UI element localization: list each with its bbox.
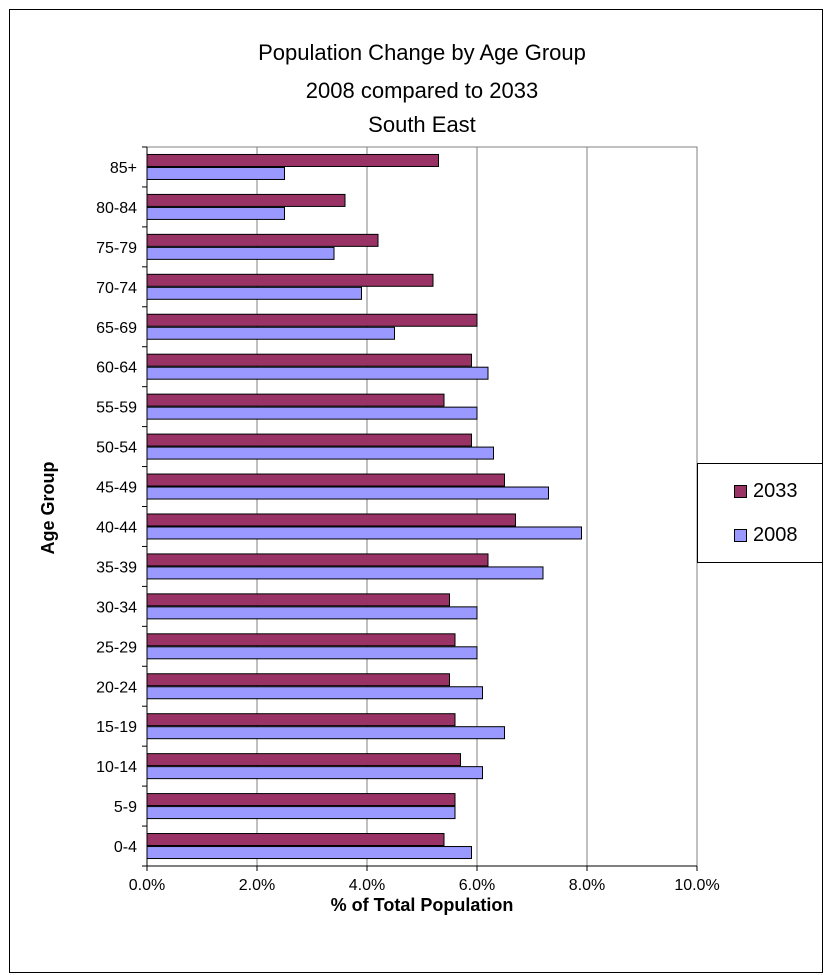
y-tick-label: 50-54 <box>96 440 137 457</box>
bar-2033-70-74 <box>146 273 434 287</box>
chart-title-line-1: Population Change by Age Group <box>258 40 586 65</box>
bar-2008-25-29 <box>146 646 478 660</box>
legend-item-2008: 2008 <box>734 524 798 547</box>
y-tick-label: 35-39 <box>96 559 137 576</box>
bar-2033-65-69 <box>146 313 478 327</box>
bar-2033-35-39 <box>146 553 489 567</box>
bar-2033-0-4 <box>146 833 445 847</box>
bar-2008-65-69 <box>146 326 395 340</box>
bar-2008-45-49 <box>146 486 549 500</box>
bar-2008-30-34 <box>146 606 478 620</box>
y-tick-label: 15-19 <box>96 719 137 736</box>
y-tick-label: 65-69 <box>96 320 137 337</box>
legend-label-2008: 2008 <box>753 524 798 546</box>
bar-2008-35-39 <box>146 566 544 580</box>
y-tick-label: 0-4 <box>114 839 137 856</box>
bar-2008-80-84 <box>146 206 285 220</box>
bar-2033-50-54 <box>146 433 472 447</box>
bar-2008-50-54 <box>146 446 494 460</box>
bar-2033-10-14 <box>146 753 461 767</box>
bar-2008-5-9 <box>146 806 456 820</box>
bar-2008-0-4 <box>146 846 472 860</box>
bar-2033-15-19 <box>146 713 456 727</box>
bar-2033-20-24 <box>146 673 450 687</box>
y-tick-label: 10-14 <box>96 759 137 776</box>
legend-label-2033: 2033 <box>753 480 798 502</box>
y-tick-label: 60-64 <box>96 360 137 377</box>
x-axis-title: % of Total Population <box>331 895 514 915</box>
y-tick-label: 40-44 <box>96 519 137 536</box>
bar-2033-5-9 <box>146 793 456 807</box>
legend-item-2033: 2033 <box>734 480 798 503</box>
y-tick-label: 45-49 <box>96 480 137 497</box>
bar-2033-40-44 <box>146 513 516 527</box>
bar-2008-85+ <box>146 166 285 180</box>
y-tick-label: 30-34 <box>96 599 137 616</box>
bar-2008-15-19 <box>146 726 505 740</box>
bar-2033-55-59 <box>146 393 445 407</box>
bar-2008-75-79 <box>146 246 335 260</box>
y-tick-label: 20-24 <box>96 679 137 696</box>
x-tick-label: 8.0% <box>569 877 605 894</box>
x-tick-label: 0.0% <box>129 877 165 894</box>
legend-swatch-2008 <box>734 529 747 542</box>
bar-2033-85+ <box>146 153 439 167</box>
bar-2008-40-44 <box>146 526 582 540</box>
chart-title-line-3: South East <box>368 112 476 137</box>
x-tick-label: 6.0% <box>459 877 495 894</box>
bar-2008-10-14 <box>146 766 483 780</box>
bar-2008-70-74 <box>146 286 362 300</box>
y-tick-label: 25-29 <box>96 639 137 656</box>
x-tick-label: 4.0% <box>349 877 385 894</box>
bar-2008-55-59 <box>146 406 478 420</box>
bar-2008-20-24 <box>146 686 483 700</box>
bar-2033-75-79 <box>146 233 379 247</box>
bar-2033-25-29 <box>146 633 456 647</box>
bar-2033-30-34 <box>146 593 450 607</box>
legend-swatch-2033 <box>734 485 747 498</box>
y-tick-label: 75-79 <box>96 240 137 257</box>
x-tick-label: 2.0% <box>239 877 275 894</box>
bar-2033-45-49 <box>146 473 505 487</box>
bar-2033-80-84 <box>146 193 346 207</box>
y-tick-label: 55-59 <box>96 400 137 417</box>
y-tick-label: 5-9 <box>114 799 137 816</box>
bar-2008-60-64 <box>146 366 489 380</box>
y-axis-title: Age Group <box>38 461 58 554</box>
x-tick-label: 10.0% <box>674 877 719 894</box>
bar-2033-60-64 <box>146 353 472 367</box>
y-tick-label: 70-74 <box>96 280 137 297</box>
legend: 2033 2008 <box>697 463 823 563</box>
y-tick-label: 85+ <box>110 160 137 177</box>
y-tick-label: 80-84 <box>96 200 137 217</box>
plot-area <box>146 146 698 867</box>
chart-title-line-2: 2008 compared to 2033 <box>305 78 539 103</box>
